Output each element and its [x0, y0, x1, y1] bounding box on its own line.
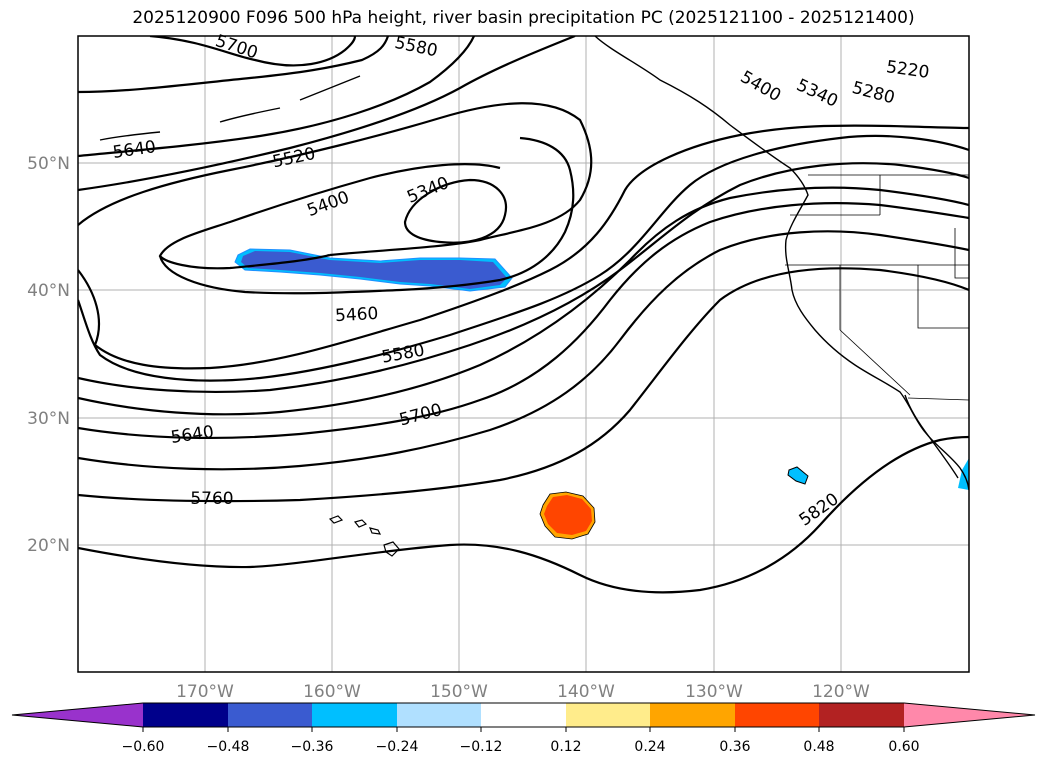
colorbar: −0.60 −0.48 −0.36 −0.24 −0.12 0.12 0.24 … — [11, 702, 1036, 755]
height-contours — [78, 36, 969, 594]
contour-label: 5400 — [737, 67, 784, 106]
lat-label: 40°N — [27, 281, 70, 301]
latitude-labels: 50°N 40°N 30°N 20°N — [27, 154, 70, 556]
contour-label: 5640 — [169, 422, 215, 448]
lon-label: 120°W — [812, 682, 870, 702]
map-title: 2025120900 F096 500 hPa height, river ba… — [132, 8, 915, 28]
contour-label: 5520 — [271, 144, 317, 173]
contour-label: 5220 — [885, 57, 931, 83]
graticule — [78, 36, 969, 672]
lon-label: 150°W — [430, 682, 488, 702]
negative-anomaly-small — [787, 466, 809, 485]
colorbar-segment — [228, 703, 312, 727]
lon-label: 170°W — [176, 682, 234, 702]
colorbar-segment — [566, 703, 650, 727]
contour-label: 5340 — [793, 75, 841, 111]
negative-anomaly-core — [241, 251, 507, 289]
colorbar-segment — [143, 703, 228, 727]
longitude-labels: 170°W 160°W 150°W 140°W 130°W 120°W — [176, 682, 870, 702]
coastlines — [99, 36, 969, 491]
colorbar-segment — [481, 703, 566, 727]
colorbar-tick-label: −0.36 — [291, 739, 334, 755]
colorbar-extend-max — [904, 703, 1035, 727]
positive-anomaly-core — [544, 495, 592, 535]
contour-label: 5760 — [190, 489, 233, 509]
lat-label: 30°N — [27, 409, 70, 429]
state-borders — [785, 174, 969, 401]
contour-label: 5580 — [380, 340, 426, 367]
colorbar-tick-label: 0.36 — [719, 739, 750, 755]
contour-label: 5640 — [111, 137, 157, 163]
colorbar-tick-label: 0.24 — [634, 739, 665, 755]
lat-label: 20°N — [27, 536, 70, 556]
islands — [328, 515, 400, 557]
colorbar-tick-label: −0.12 — [460, 739, 503, 755]
contour-label: 5280 — [850, 78, 897, 109]
contour-label: 5460 — [335, 304, 379, 326]
colorbar-segment — [819, 703, 904, 727]
lat-label: 50°N — [27, 154, 70, 174]
lon-label: 140°W — [557, 682, 615, 702]
lon-label: 130°W — [685, 682, 743, 702]
contour-labels: 5700 5580 5640 5520 5400 5340 5460 5580 … — [111, 31, 930, 530]
contour-label: 5400 — [305, 188, 352, 222]
colorbar-tick-label: 0.48 — [803, 739, 834, 755]
colorbar-segment — [650, 703, 735, 727]
colorbar-tick-label: −0.48 — [207, 739, 250, 755]
colorbar-segment — [397, 703, 481, 727]
colorbar-tick-label: 0.60 — [888, 739, 919, 755]
contour-label: 5580 — [393, 33, 439, 62]
colorbar-segment — [312, 703, 397, 727]
colorbar-tick-label: −0.24 — [376, 739, 419, 755]
contour-label: 5700 — [397, 400, 444, 431]
colorbar-segment — [735, 703, 819, 727]
colorbar-tick-label: −0.60 — [122, 739, 165, 755]
map-frame — [77, 35, 970, 673]
colorbar-tick-label: 0.12 — [550, 739, 581, 755]
contour-label: 5340 — [404, 173, 452, 208]
lon-label: 160°W — [303, 682, 361, 702]
colorbar-extend-min — [12, 703, 143, 727]
